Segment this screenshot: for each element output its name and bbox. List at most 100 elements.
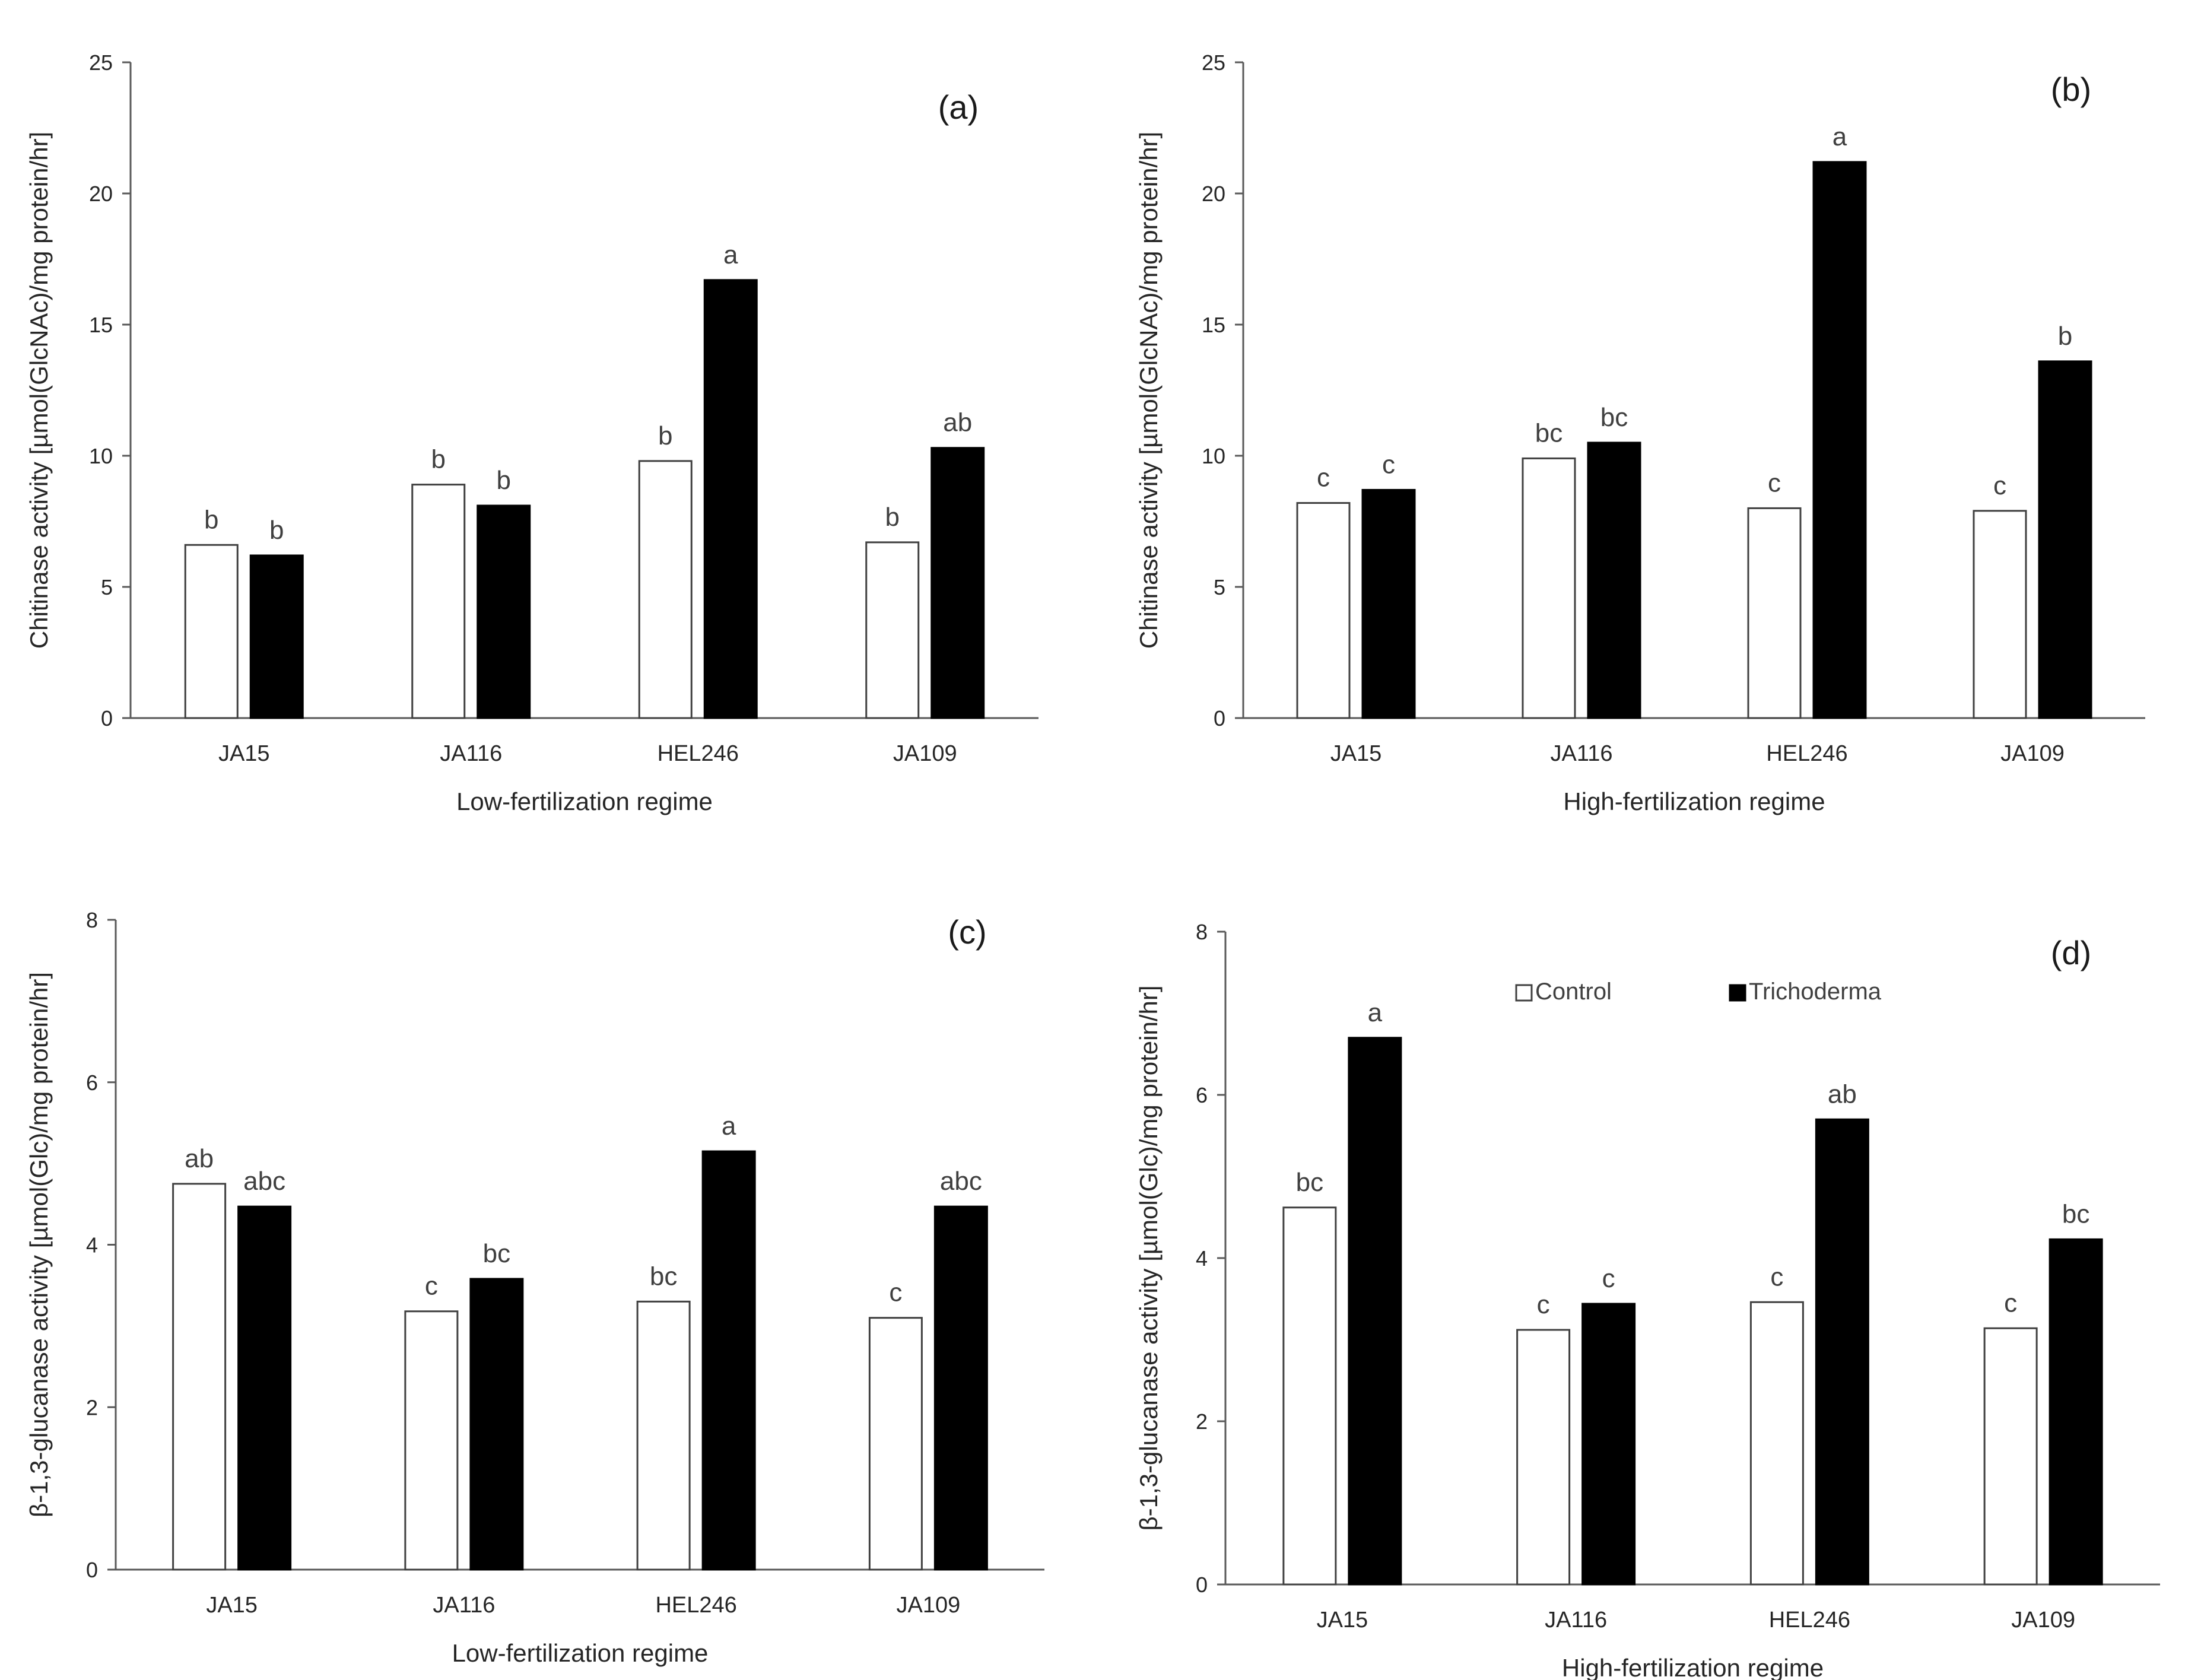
y-tick-label: 5 xyxy=(1214,575,1225,599)
significance-letter: ab xyxy=(1828,1079,1857,1109)
y-tick-label: 4 xyxy=(1196,1246,1208,1271)
y-tick-label: 8 xyxy=(86,908,98,932)
bar-trichoderma xyxy=(1815,1118,1869,1586)
significance-letter: c xyxy=(1317,463,1330,493)
panel-tag: (a) xyxy=(938,88,979,126)
bar-control xyxy=(411,484,466,719)
bar-trichoderma xyxy=(1581,1303,1636,1586)
bar-trichoderma xyxy=(237,1205,292,1571)
x-tick-label: JA116 xyxy=(440,741,502,766)
bar-trichoderma xyxy=(1348,1037,1402,1586)
bar-trichoderma xyxy=(1361,488,1416,719)
x-tick-label: JA116 xyxy=(1545,1608,1607,1633)
x-tick-label: HEL246 xyxy=(655,1593,736,1618)
x-tick-label: JA116 xyxy=(433,1593,495,1618)
chart-panel-3: 0 2 4 6 8 β-1,3-glucanase activity [µmol(Glc)… xyxy=(1135,920,2160,1680)
bar-control xyxy=(1983,1327,2038,1586)
significance-letter: c xyxy=(1768,468,1781,497)
significance-letter: ab xyxy=(943,408,972,437)
chart-panel-1: 0 5 10 15 20 25 Chitinase activity [µmol(GlcNA… xyxy=(1135,50,2145,815)
significance-letter: bc xyxy=(1600,403,1628,432)
y-tick-label: 10 xyxy=(89,444,113,468)
y-tick-label: 5 xyxy=(101,575,113,599)
significance-letter: b xyxy=(2058,322,2072,351)
bar-control xyxy=(1973,510,2027,719)
bar-control xyxy=(184,544,239,719)
x-tick-label: JA109 xyxy=(2011,1608,2075,1633)
bar-trichoderma xyxy=(701,1150,756,1571)
significance-letter: c xyxy=(425,1272,438,1301)
y-tick-label: 4 xyxy=(86,1233,98,1257)
x-tick-label: HEL246 xyxy=(658,741,739,766)
significance-letter: b xyxy=(658,421,672,450)
y-tick-label: 8 xyxy=(1196,920,1208,944)
bar-control xyxy=(1749,1301,1804,1586)
bar-trichoderma xyxy=(249,554,304,719)
y-tick-label: 25 xyxy=(1202,50,1225,75)
significance-letter: c xyxy=(1993,471,2006,500)
bar-control xyxy=(1522,457,1576,719)
significance-letter: a xyxy=(1833,122,1847,151)
significance-letter: bc xyxy=(483,1239,510,1268)
significance-letter: b xyxy=(431,445,446,474)
y-tick-label: 0 xyxy=(1214,706,1225,731)
legend-swatch-control xyxy=(1515,984,1533,1002)
y-tick-label: 25 xyxy=(89,50,113,75)
y-tick-label: 0 xyxy=(86,1558,98,1582)
x-tick-label: JA116 xyxy=(1551,741,1613,766)
bar-control xyxy=(1747,507,1802,719)
y-axis-title: β-1,3-glucanase activity [µmol(Glc)/mg p… xyxy=(1135,986,1163,1531)
x-tick-label: JA15 xyxy=(218,741,270,766)
x-tick-label: JA15 xyxy=(1330,741,1382,766)
panel-tag: (d) xyxy=(2051,934,2091,971)
y-tick-label: 6 xyxy=(1196,1083,1208,1107)
y-tick-label: 6 xyxy=(86,1071,98,1095)
significance-letter: a xyxy=(723,240,738,269)
bar-trichoderma xyxy=(477,504,531,719)
chart-panel-0: 0 5 10 15 20 25 Chitinase activity [µmol(GlcNA… xyxy=(25,50,1038,815)
y-tick-label: 15 xyxy=(89,313,113,337)
x-tick-label: JA109 xyxy=(893,741,957,766)
x-tick-label: HEL246 xyxy=(1769,1608,1850,1633)
bar-trichoderma xyxy=(469,1278,524,1571)
bar-trichoderma xyxy=(2038,360,2092,719)
y-tick-label: 10 xyxy=(1202,444,1225,468)
legend-label: Control xyxy=(1535,979,1612,1005)
y-axis-title: Chitinase activity [µmol(GlcNAc)/mg prot… xyxy=(1135,132,1163,649)
bar-control xyxy=(865,541,920,719)
legend: Control Trichoderma xyxy=(1515,979,1882,1005)
significance-letter: b xyxy=(204,505,218,534)
bar-control xyxy=(1516,1329,1571,1586)
y-tick-label: 20 xyxy=(89,182,113,206)
bar-control xyxy=(1296,502,1351,719)
significance-letter: bc xyxy=(650,1262,677,1291)
significance-letter: c xyxy=(2004,1288,2017,1317)
bar-control xyxy=(636,1300,691,1571)
bar-trichoderma xyxy=(933,1205,988,1571)
x-axis-title: Low-fertilization regime xyxy=(452,1639,709,1667)
y-tick-label: 0 xyxy=(1196,1573,1208,1597)
significance-letter: c xyxy=(889,1278,902,1307)
x-tick-label: JA109 xyxy=(2000,741,2065,766)
bar-trichoderma xyxy=(1587,442,1641,719)
significance-letter: a xyxy=(1368,998,1383,1027)
x-tick-label: JA15 xyxy=(1317,1608,1368,1633)
significance-letter: abc xyxy=(243,1167,285,1196)
y-tick-label: 20 xyxy=(1202,182,1225,206)
bar-trichoderma xyxy=(930,447,985,719)
bar-trichoderma xyxy=(2049,1238,2103,1586)
significance-letter: abc xyxy=(940,1167,982,1196)
y-tick-label: 15 xyxy=(1202,313,1225,337)
legend-label: Trichoderma xyxy=(1749,979,1882,1005)
significance-letter: ab xyxy=(185,1144,214,1173)
legend-swatch-trichoderma xyxy=(1729,984,1746,1002)
panel-tag: (c) xyxy=(948,913,986,951)
significance-letter: c xyxy=(1382,450,1395,479)
significance-letter: b xyxy=(497,466,511,495)
significance-letter: bc xyxy=(2062,1199,2089,1228)
chart-panel-2: 0 2 4 6 8 β-1,3-glucanase activity [µmol(Glc)… xyxy=(25,908,1044,1667)
significance-letter: c xyxy=(1537,1290,1550,1319)
bar-control xyxy=(172,1183,227,1571)
significance-letter: c xyxy=(1602,1264,1615,1293)
x-axis-title: Low-fertilization regime xyxy=(456,787,713,815)
